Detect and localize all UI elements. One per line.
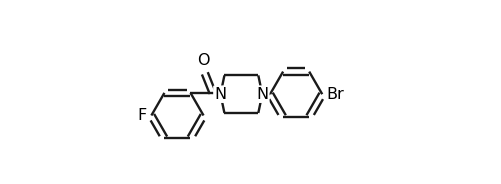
Text: O: O [197,53,210,68]
Text: N: N [256,87,269,102]
Text: N: N [214,87,226,102]
Text: Br: Br [326,87,344,102]
Text: F: F [137,108,147,123]
